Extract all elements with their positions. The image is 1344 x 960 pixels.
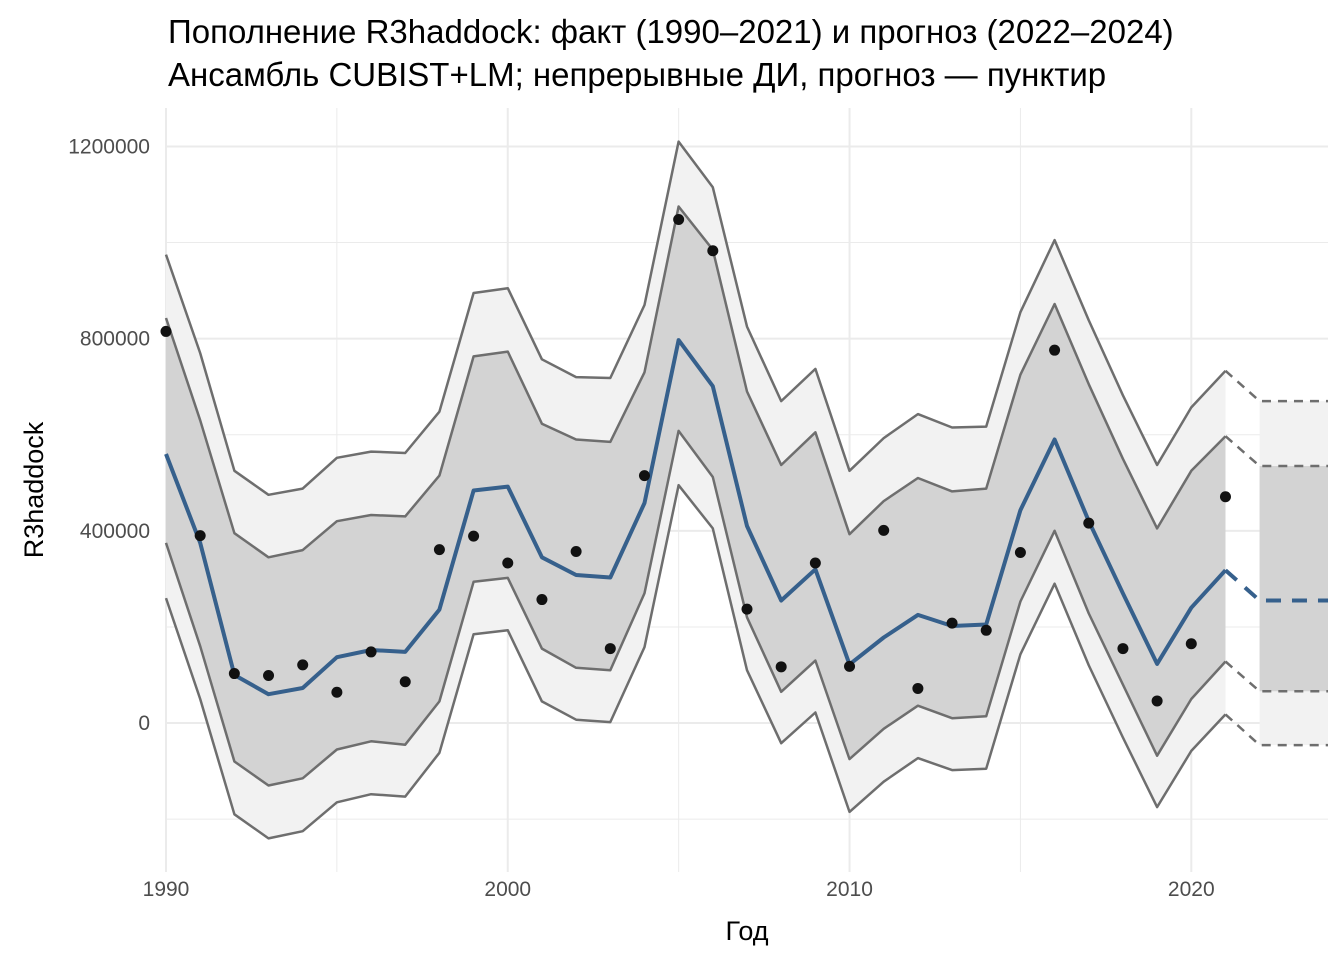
tick-labels: 1990 2000 2010 2020 0 400000 800000 1200000 (68, 135, 1214, 901)
observed-points (160, 213, 1231, 707)
band-edges (164, 140, 1328, 840)
y-tick-label: 400000 (80, 520, 150, 543)
y-tick-label: 800000 (80, 328, 150, 351)
observed-point (365, 646, 377, 658)
observed-point (433, 544, 445, 556)
chart-title: Пополнение R3haddock: факт (1990–2021) и… (168, 13, 1174, 50)
series-lines (164, 338, 1328, 697)
forecast-outer-upper-edge (1224, 369, 1328, 403)
observed-point (228, 668, 240, 680)
observed-point (638, 470, 650, 482)
chart-subtitle: Ансамбль CUBIST+LM; непрерывные ДИ, прог… (168, 56, 1106, 93)
observed-point (160, 325, 172, 337)
observed-point (946, 617, 958, 629)
observed-point (1014, 546, 1026, 558)
observed-point (1117, 643, 1129, 655)
observed-point (809, 557, 821, 569)
observed-point (536, 594, 548, 606)
observed-point (775, 661, 787, 673)
observed-point (707, 245, 719, 257)
y-tick-label: 0 (138, 712, 150, 735)
observed-point (673, 213, 685, 225)
observed-point (1151, 695, 1163, 707)
x-tick-label: 2020 (1168, 878, 1215, 901)
observed-point (502, 557, 514, 569)
outer-upper-edge (164, 140, 1227, 497)
observed-point (1083, 517, 1095, 529)
observed-point (1185, 638, 1197, 650)
observed-point (604, 643, 616, 655)
fitted-line (164, 338, 1227, 697)
x-tick-label: 2010 (826, 878, 873, 901)
observed-point (1049, 344, 1061, 356)
confidence-bands (166, 141, 1328, 839)
forecast-inner-band (1259, 466, 1328, 692)
observed-point (468, 530, 480, 542)
observed-point (741, 603, 753, 615)
observed-point (263, 669, 275, 681)
observed-point (194, 530, 206, 542)
observed-point (980, 624, 992, 636)
y-tick-label: 1200000 (68, 135, 150, 158)
inner-band (166, 206, 1226, 786)
x-axis-title: Год (726, 916, 769, 946)
observed-point (297, 659, 309, 671)
y-axis-title: R3haddock (19, 421, 49, 558)
observed-point (331, 686, 343, 698)
forecast-inner-upper-edge (1224, 435, 1328, 468)
inner-lower-edge (164, 429, 1227, 787)
x-tick-label: 2000 (484, 878, 531, 901)
observed-point (570, 546, 582, 558)
observed-point (878, 524, 890, 536)
outer-lower-edge (164, 483, 1227, 840)
inner-upper-edge (164, 205, 1227, 559)
x-tick-label: 1990 (143, 878, 190, 901)
observed-point (912, 682, 924, 694)
forecast-inner-lower-edge (1224, 660, 1328, 693)
forecast-outer-lower-edge (1224, 713, 1328, 747)
forecast-line (1224, 568, 1328, 603)
observed-point (399, 676, 411, 688)
observed-point (1219, 491, 1231, 503)
observed-point (844, 660, 856, 672)
